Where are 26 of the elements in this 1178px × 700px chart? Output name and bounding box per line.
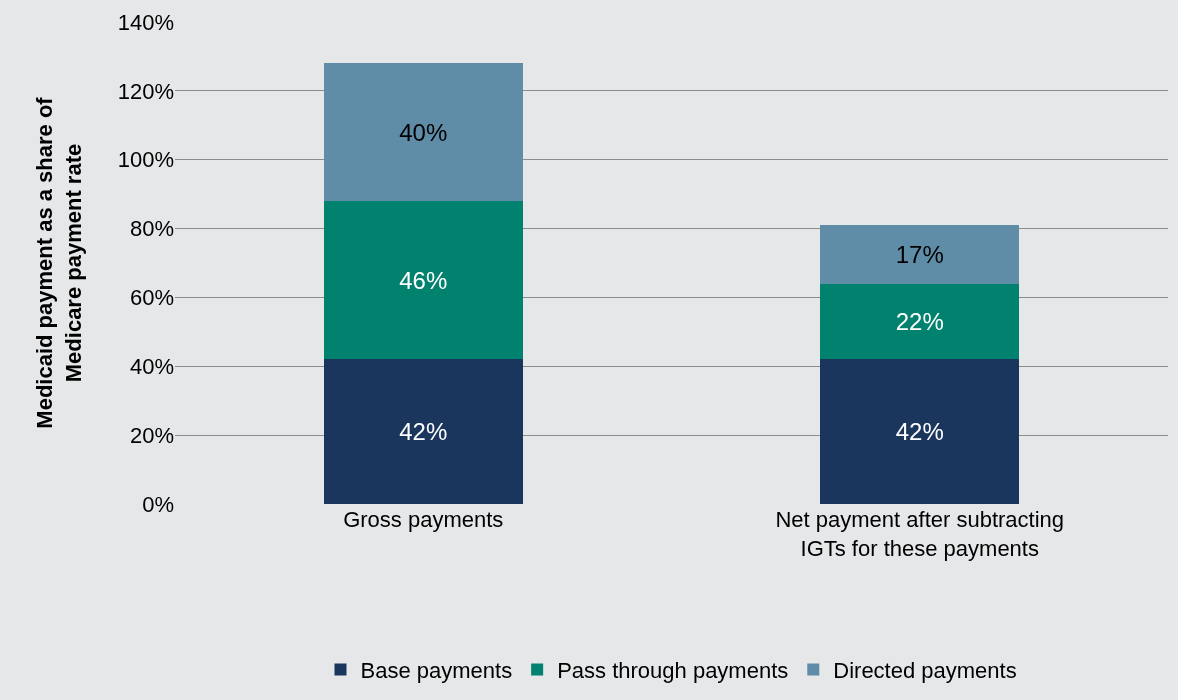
data-label: 46% — [399, 266, 448, 294]
x-tick-label: Net payment after subtracting IGTs for these payments — [775, 507, 1065, 561]
y-axis-title: Medicaid payment as a share of Medicare payment rate — [31, 96, 86, 429]
bar — [323, 63, 523, 202]
bar — [820, 359, 1020, 504]
legend-label: Base payments — [360, 657, 513, 683]
y-tick-label: 40% — [129, 353, 174, 379]
bar — [323, 201, 523, 360]
bar — [323, 359, 523, 504]
data-label: 40% — [399, 118, 448, 146]
data-label: 42% — [895, 418, 944, 446]
y-tick-label: 120% — [117, 78, 174, 104]
data-label: 22% — [895, 308, 944, 336]
y-tick-label: 80% — [129, 216, 174, 242]
y-tick-label: 20% — [129, 422, 174, 448]
bar — [820, 225, 1020, 284]
data-label: 17% — [895, 240, 944, 268]
bar — [820, 283, 1020, 360]
y-tick-label: 60% — [129, 285, 174, 311]
y-tick-label: 100% — [117, 147, 174, 173]
legend-label: Pass through payments — [557, 657, 789, 683]
legend-label: Directed payments — [833, 657, 1017, 683]
y-tick-label: 140% — [117, 9, 174, 35]
x-tick-label: Gross payments — [343, 507, 504, 532]
data-label: 42% — [399, 418, 448, 446]
y-tick-label: 0% — [142, 491, 174, 517]
